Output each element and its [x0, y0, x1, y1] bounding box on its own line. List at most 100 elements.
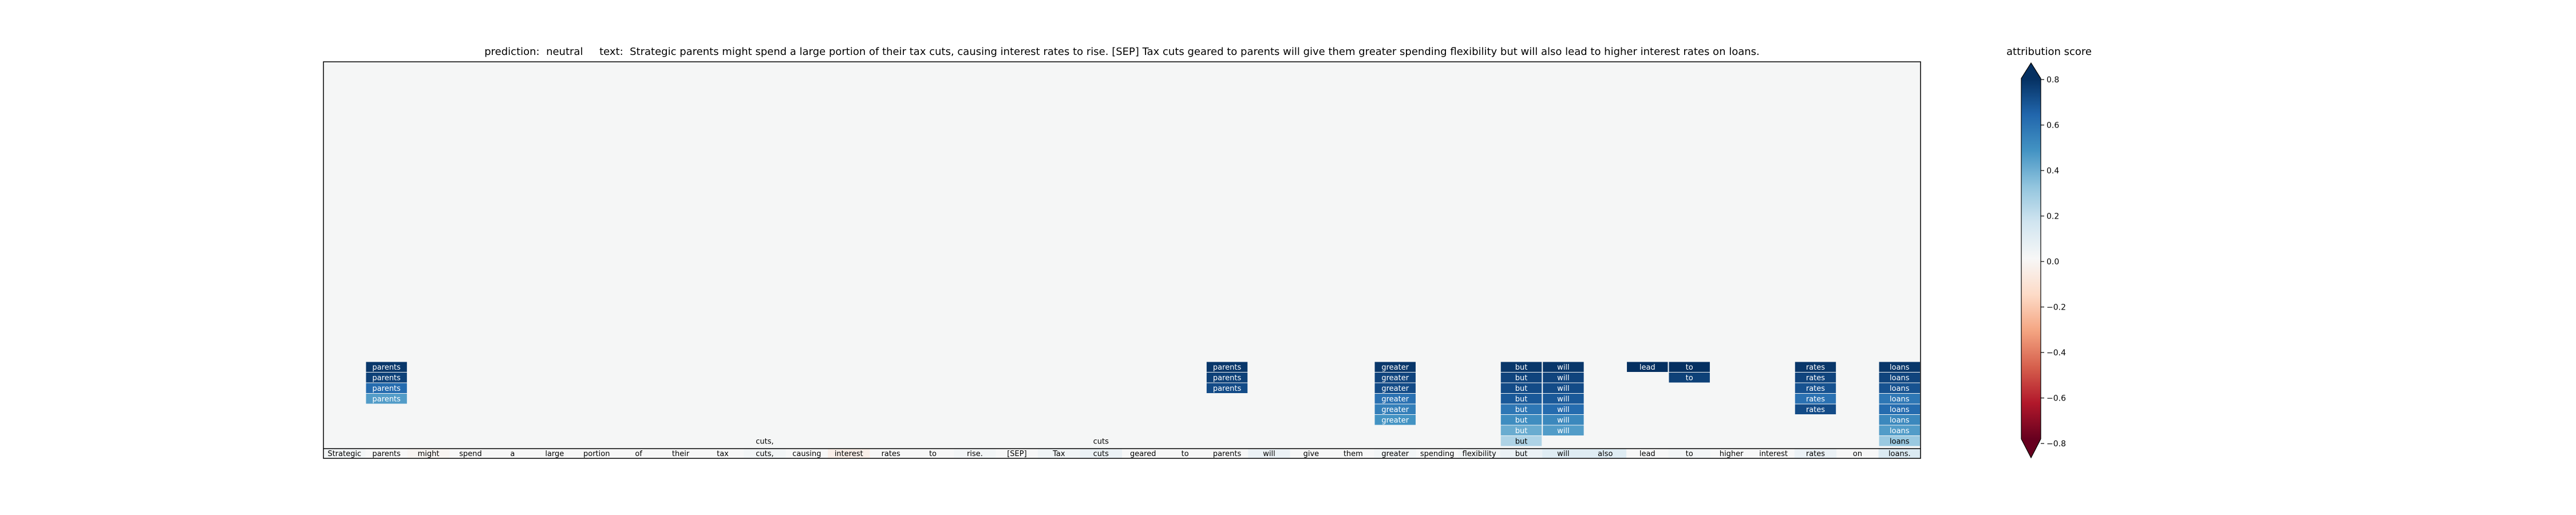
highlight-cell: will [1543, 425, 1584, 435]
token-cell-fill [1710, 449, 1753, 458]
colorbar-tick-label: 0.2 [2046, 212, 2059, 221]
highlight-cell-fill [366, 373, 407, 383]
highlight-cell-label: loans [1890, 406, 1910, 414]
highlight-cell-fill [1795, 394, 1836, 404]
token-cell: Strategic [323, 449, 366, 458]
token-label: cuts [1093, 450, 1109, 458]
highlight-cell-label: loans [1890, 363, 1910, 372]
highlight-cell-label: but [1515, 385, 1528, 393]
highlight-cell-fill [1374, 404, 1416, 414]
highlight-cell-fill [1374, 394, 1416, 404]
token-cell: cuts, [744, 449, 786, 458]
highlight-cell-fill [1206, 373, 1248, 383]
highlight-cell-label: but [1515, 437, 1528, 446]
token-label: also [1598, 450, 1613, 458]
token-label: large [545, 450, 564, 458]
highlight-cell-fill [1669, 373, 1710, 383]
token-cell-fill [1332, 449, 1374, 458]
highlight-cell-fill [1543, 425, 1584, 435]
token-label: spending [1420, 450, 1455, 458]
highlight-cell: greater [1374, 373, 1416, 383]
token-cell: a [491, 449, 534, 458]
token-cell: [SEP] [995, 449, 1038, 458]
highlight-cell-fill [1543, 362, 1584, 372]
token-cell-fill [323, 449, 366, 458]
highlight-cell-label: to [1686, 363, 1693, 372]
token-cell: also [1584, 449, 1627, 458]
highlight-cell: greater [1374, 415, 1416, 425]
highlight-cell: rates [1795, 394, 1836, 404]
token-label: higher [1720, 450, 1744, 458]
highlight-cell: loans [1879, 404, 1920, 414]
highlight-cell-fill [1500, 425, 1542, 435]
token-cell-fill [1836, 449, 1879, 458]
highlight-cell: will [1543, 362, 1584, 372]
token-cell-fill [828, 449, 870, 458]
token-cell-fill [1668, 449, 1710, 458]
highlight-cell: cuts [1093, 437, 1109, 446]
highlight-cell-fill [1627, 362, 1668, 372]
token-label: rates [882, 450, 900, 458]
highlight-cell: will [1543, 415, 1584, 425]
token-cell: their [659, 449, 702, 458]
token-label: give [1303, 450, 1319, 458]
token-cell: Tax [1038, 449, 1080, 458]
colorbar-tick-label: −0.2 [2046, 303, 2066, 312]
highlight-cell-fill [1500, 394, 1542, 404]
highlight-cell: but [1500, 415, 1542, 425]
token-cell: might [407, 449, 450, 458]
token-label: will [1263, 450, 1275, 458]
token-cell: geared [1122, 449, 1164, 458]
highlight-cell-fill [1543, 394, 1584, 404]
token-cell: them [1332, 449, 1374, 458]
token-label: lead [1639, 450, 1656, 458]
token-cell-fill [995, 449, 1038, 458]
token-label: tax [717, 450, 729, 458]
highlight-cell: loans [1879, 425, 1920, 435]
token-cell: cuts [1080, 449, 1122, 458]
highlight-cell-label: will [1557, 395, 1569, 403]
token-cell-fill [1500, 449, 1543, 458]
highlight-cell-fill [1500, 383, 1542, 393]
token-label: interest [835, 450, 863, 458]
colorbar-extend-bottom [2021, 439, 2041, 458]
highlight-cell: parents [1206, 362, 1248, 372]
token-label: causing [792, 450, 821, 458]
token-label: interest [1759, 450, 1788, 458]
highlight-cell: parents [1206, 373, 1248, 383]
highlight-cell-label: loans [1890, 385, 1910, 393]
highlight-cell-label: greater [1381, 416, 1409, 425]
token-label: parents [1213, 450, 1242, 458]
colorbar-tick: −0.6 [2041, 394, 2066, 403]
token-cell-fill [491, 449, 534, 458]
highlight-cell-label: parents [372, 363, 401, 372]
highlight-cell: will [1543, 383, 1584, 393]
highlight-cell-label: rates [1806, 385, 1825, 393]
highlight-cell-label: will [1557, 385, 1569, 393]
highlight-cell: greater [1374, 383, 1416, 393]
highlight-cell: to [1669, 362, 1710, 372]
token-label: might [418, 450, 440, 458]
token-cell-fill [870, 449, 912, 458]
highlight-cell-fill [366, 362, 407, 372]
text-value: Strategic parents might spend a large po… [630, 46, 1760, 58]
highlight-cell-label: will [1557, 363, 1569, 372]
highlight-cell-label: rates [1806, 363, 1825, 372]
token-cell-fill [701, 449, 744, 458]
token-cell: to [1164, 449, 1206, 458]
token-cell: spending [1416, 449, 1459, 458]
highlight-cell-label: lead [1639, 363, 1656, 372]
colorbar-tick-label: −0.8 [2046, 439, 2066, 449]
highlight-cell-fill [1500, 415, 1542, 425]
highlight-cell-label: loans [1890, 395, 1910, 403]
highlight-cell-label: will [1557, 427, 1569, 435]
highlight-cell: greater [1374, 394, 1416, 404]
highlight-cell: cuts, [756, 437, 773, 446]
highlight-cell: but [1500, 425, 1542, 435]
token-label: to [929, 450, 937, 458]
token-cell: interest [1752, 449, 1795, 458]
colorbar-outline [2021, 62, 2041, 459]
highlight-cell-label: rates [1806, 395, 1825, 403]
